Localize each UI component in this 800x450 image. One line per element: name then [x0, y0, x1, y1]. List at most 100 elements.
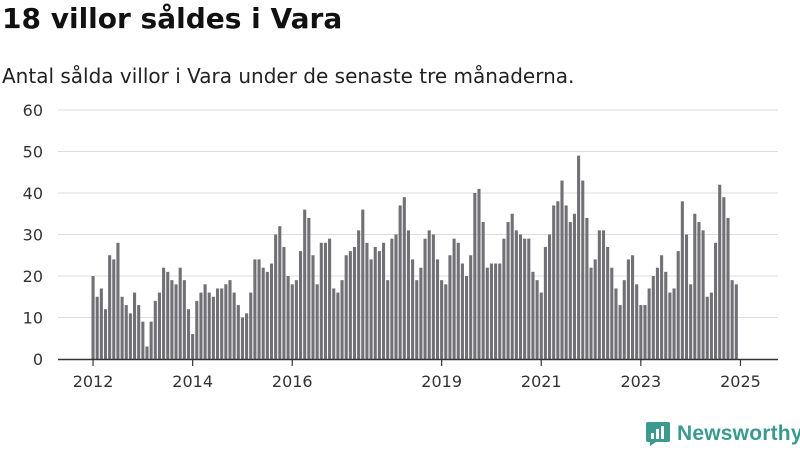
- newsworthy-logo-icon: [646, 422, 670, 446]
- bar: [406, 230, 410, 359]
- bar: [622, 280, 626, 359]
- bar: [684, 234, 689, 359]
- bar: [141, 321, 145, 359]
- bar: [382, 242, 386, 359]
- bar: [323, 242, 327, 359]
- bar: [676, 251, 680, 359]
- bar: [564, 205, 568, 359]
- x-tick-label: 2016: [272, 372, 313, 391]
- bar: [597, 230, 601, 359]
- bar: [655, 267, 659, 359]
- bar: [290, 284, 294, 359]
- bar: [718, 184, 722, 359]
- bar: [635, 284, 639, 359]
- bar: [469, 255, 473, 359]
- bar: [552, 205, 556, 359]
- bar: [514, 230, 518, 359]
- bar: [734, 284, 738, 359]
- x-tick-label: 2023: [620, 372, 661, 391]
- bar: [133, 292, 137, 359]
- bar: [157, 292, 161, 359]
- bar: [548, 234, 552, 359]
- bar: [651, 276, 655, 359]
- bar: [128, 313, 132, 359]
- bar: [431, 234, 435, 359]
- bar: [199, 292, 203, 359]
- bar: [427, 230, 431, 359]
- bar: [614, 288, 618, 359]
- bar: [182, 280, 186, 359]
- bar: [357, 230, 361, 359]
- bars: [91, 155, 738, 359]
- bar: [460, 263, 464, 359]
- bar: [465, 276, 469, 359]
- bar: [672, 288, 676, 359]
- bar: [220, 288, 224, 359]
- x-axis-tick-labels: 2012 2014 2016 2019 2021 2023 2025: [73, 359, 761, 391]
- bar: [232, 292, 236, 359]
- bar: [390, 238, 394, 359]
- bar: [689, 284, 693, 359]
- bar: [415, 280, 419, 359]
- bar: [610, 267, 614, 359]
- bar: [174, 284, 178, 359]
- bar: [556, 201, 560, 359]
- bar: [440, 280, 444, 359]
- bar: [348, 251, 352, 359]
- bar: [236, 305, 240, 359]
- bar: [423, 238, 427, 359]
- bar: [701, 230, 705, 359]
- bar: [336, 292, 340, 359]
- bar: [730, 280, 734, 359]
- bar: [585, 217, 589, 359]
- bar: [328, 238, 332, 359]
- bar: [386, 280, 390, 359]
- bar: [191, 334, 195, 359]
- bar: [294, 280, 298, 359]
- bar: [203, 284, 207, 359]
- y-tick-label: 50: [23, 143, 43, 162]
- bar: [352, 246, 357, 359]
- bar: [647, 288, 651, 359]
- bar: [489, 263, 493, 359]
- y-tick-label: 40: [23, 184, 43, 203]
- bar: [344, 255, 348, 359]
- bar: [249, 292, 253, 359]
- bar: [162, 267, 166, 359]
- bar: [166, 271, 170, 359]
- bar: [153, 300, 157, 359]
- bar: [149, 321, 153, 359]
- bar: [601, 230, 606, 359]
- bar: [137, 305, 141, 359]
- y-tick-label: 0: [33, 350, 43, 369]
- bar: [170, 280, 174, 359]
- bar: [299, 251, 303, 359]
- bar: [577, 155, 581, 359]
- bar: [535, 280, 539, 359]
- bar: [99, 288, 103, 359]
- bar: [523, 238, 527, 359]
- bar: [527, 238, 531, 359]
- bar: [369, 259, 373, 359]
- bar: [618, 305, 622, 359]
- bar: [261, 267, 265, 359]
- bar: [120, 296, 124, 359]
- bar: [539, 292, 543, 359]
- bar: [518, 234, 523, 359]
- x-tick-label: 2019: [421, 372, 462, 391]
- bar: [726, 217, 730, 359]
- bar: [473, 193, 477, 359]
- x-tick-label: 2021: [521, 372, 562, 391]
- bar: [510, 213, 514, 359]
- bar: [477, 188, 481, 359]
- chart-title: 18 villor såldes i Vara: [2, 2, 343, 35]
- bar: [481, 222, 485, 359]
- bar: [411, 259, 415, 359]
- bar: [224, 284, 228, 359]
- bar: [456, 242, 460, 359]
- bar: [257, 259, 261, 359]
- bar: [319, 242, 323, 359]
- bar: [282, 246, 286, 359]
- bar: [116, 242, 120, 359]
